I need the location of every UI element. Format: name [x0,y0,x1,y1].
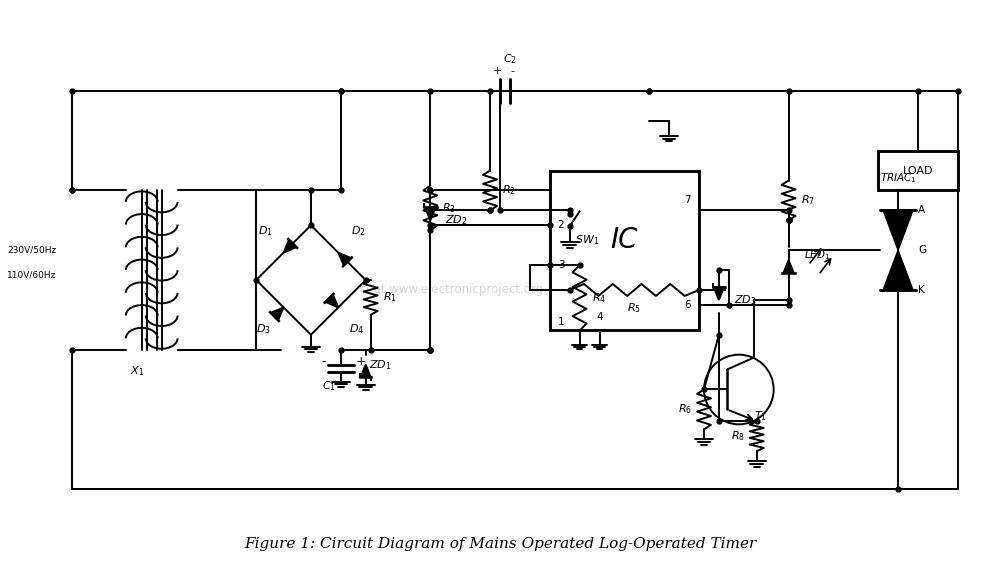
Text: $ZD_2$: $ZD_2$ [445,213,468,227]
Text: $R_7$: $R_7$ [801,193,815,207]
Text: $R_3$: $R_3$ [442,201,456,215]
Text: $SW_1$: $SW_1$ [575,233,599,247]
Text: 7: 7 [684,196,691,205]
Polygon shape [284,240,296,253]
Text: $R_6$: $R_6$ [678,402,692,416]
Polygon shape [325,295,338,307]
Text: $D_4$: $D_4$ [349,322,364,336]
Text: $R_5$: $R_5$ [627,301,641,315]
Text: $D_1$: $D_1$ [258,224,273,238]
Text: $X_1$: $X_1$ [130,365,144,378]
Text: $R_2$: $R_2$ [502,184,516,197]
Polygon shape [271,307,284,320]
Polygon shape [883,250,913,290]
Polygon shape [425,207,436,221]
Text: 4: 4 [596,312,603,322]
Text: $ZD_3$: $ZD_3$ [734,293,757,307]
Text: A: A [918,205,925,215]
Text: $R_4$: $R_4$ [592,291,606,305]
Text: 6: 6 [684,300,691,310]
Polygon shape [714,287,724,300]
Text: LOAD: LOAD [903,165,933,176]
Text: © at www.electronicproject.org: © at www.electronicproject.org [358,283,543,296]
Text: $T_1$: $T_1$ [754,409,767,423]
Polygon shape [338,253,351,266]
Text: 2: 2 [558,220,564,230]
Text: $R_8$: $R_8$ [731,429,745,443]
Text: K: K [918,285,925,295]
Text: $R_1$: $R_1$ [383,291,397,304]
Text: -: - [321,355,326,368]
Text: $TRIAC_1$: $TRIAC_1$ [880,172,917,185]
Text: Figure 1: Circuit Diagram of Mains Operated Log-Operated Timer: Figure 1: Circuit Diagram of Mains Opera… [244,537,756,551]
Text: +: + [492,66,502,76]
Bar [550,170,699,330]
Polygon shape [783,260,794,273]
Polygon shape [883,210,913,250]
Text: 3: 3 [558,260,564,270]
Text: $C_2$: $C_2$ [503,52,517,66]
Text: $D_3$: $D_3$ [256,322,271,336]
Polygon shape [361,365,370,377]
Text: -: - [511,66,515,76]
Text: G: G [918,245,926,255]
Text: 230V/50Hz: 230V/50Hz [7,246,57,255]
Text: +: + [356,355,366,368]
Text: $C_1$: $C_1$ [322,380,336,393]
Bar [878,150,958,190]
Text: IC: IC [611,226,638,254]
Text: $D_2$: $D_2$ [351,224,366,238]
Text: 1: 1 [558,317,564,327]
Text: $LED_1$: $LED_1$ [804,249,830,262]
Text: 110V/60Hz: 110V/60Hz [7,271,57,279]
Text: $ZD_1$: $ZD_1$ [369,358,391,372]
